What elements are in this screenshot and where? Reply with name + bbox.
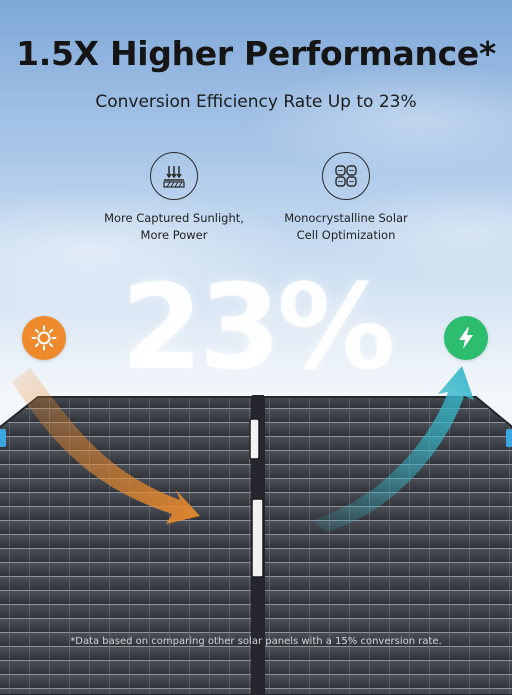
subheadline: Conversion Efficiency Rate Up to 23%: [95, 92, 417, 112]
efficiency-stat: 23%: [120, 258, 395, 396]
lightning-bolt-icon: [459, 327, 473, 349]
feature-line1: More Captured Sunlight,: [104, 211, 244, 225]
solar-panel: [0, 395, 512, 695]
headline: 1.5X Higher Performance*: [16, 34, 496, 73]
sky-background: [0, 0, 512, 420]
footnote: *Data based on comparing other solar pan…: [70, 636, 442, 647]
feature-label: Monocrystalline Solar Cell Optimization: [256, 210, 436, 244]
feature-line2: More Power: [140, 228, 208, 242]
feature-captured-sunlight: More Captured Sunlight, More Power: [84, 152, 264, 244]
feature-line2: Cell Optimization: [296, 228, 396, 242]
feature-label: More Captured Sunlight, More Power: [84, 210, 264, 244]
bolt-badge: [444, 316, 488, 360]
solar-cell-icon: [322, 152, 370, 200]
feature-monocrystalline: Monocrystalline Solar Cell Optimization: [256, 152, 436, 244]
sun-icon: [31, 325, 57, 351]
sun-badge: [22, 316, 66, 360]
sunlight-absorption-icon: [150, 152, 198, 200]
feature-line1: Monocrystalline Solar: [284, 211, 408, 225]
